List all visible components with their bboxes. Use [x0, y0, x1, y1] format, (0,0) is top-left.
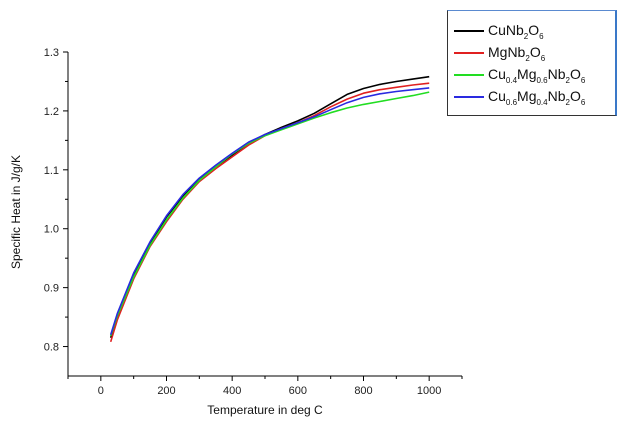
- series-line-2: [109, 82, 430, 343]
- legend-swatch: [454, 30, 484, 32]
- legend-label: MgNb2O6: [488, 43, 546, 63]
- legend-swatch: [454, 74, 484, 76]
- y-tick-label: 0.9: [44, 283, 59, 295]
- legend-swatch: [454, 52, 484, 54]
- legend-label: CuNb2O6: [488, 21, 544, 41]
- legend-label: Cu0.6Mg0.4Nb2O6: [488, 87, 586, 107]
- x-tick-label: 0: [98, 385, 104, 397]
- y-tick-label: 1.2: [44, 106, 59, 118]
- legend-item: MgNb2O6: [454, 43, 545, 63]
- series-line-3: [109, 91, 430, 337]
- y-tick-label: 1.0: [44, 224, 59, 236]
- series-line-1: [109, 75, 430, 338]
- x-ticks: 0 200 400 600 800 1000: [67, 376, 463, 397]
- x-tick-label: 1000: [417, 385, 441, 397]
- x-tick-label: 600: [289, 385, 307, 397]
- series-line-4: [109, 87, 430, 336]
- legend: CuNb2O6 MgNb2O6 Cu0.4Mg0.6Nb2O6 Cu0.6Mg0.4N…: [447, 10, 617, 116]
- x-tick-label: 200: [157, 385, 175, 397]
- y-tick-label: 1.1: [44, 165, 59, 177]
- x-tick-label: 800: [354, 385, 372, 397]
- legend-item: CuNb2O6: [454, 21, 544, 41]
- legend-label: Cu0.4Mg0.6Nb2O6: [488, 65, 586, 85]
- x-tick-label: 400: [223, 385, 241, 397]
- y-tick-label: 0.8: [44, 342, 59, 354]
- axes: [67, 52, 462, 377]
- y-ticks: 0.8 0.9 1.0 1.1 1.2 1.3: [44, 47, 68, 354]
- series-lines: [109, 75, 430, 343]
- y-axis-title: Specific Heat in J/g/K: [9, 155, 23, 269]
- legend-item: Cu0.4Mg0.6Nb2O6: [454, 65, 585, 85]
- legend-swatch: [454, 96, 484, 98]
- y-tick-label: 1.3: [44, 47, 59, 59]
- legend-item: Cu0.6Mg0.4Nb2O6: [454, 87, 585, 107]
- x-axis-title: Temperature in deg C: [207, 403, 323, 417]
